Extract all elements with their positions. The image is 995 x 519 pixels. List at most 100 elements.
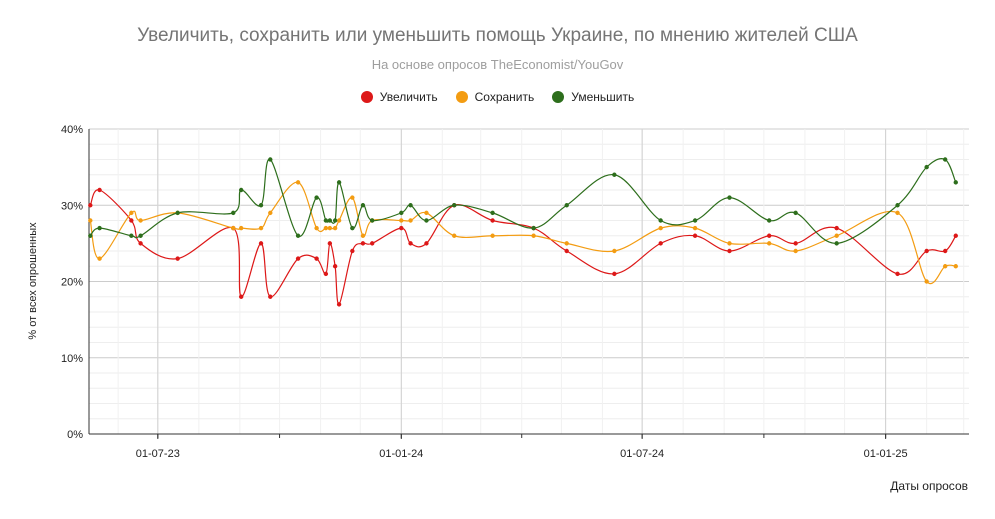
series-1-point: [129, 210, 134, 216]
series-2-point: [692, 218, 698, 223]
series-2-point: [332, 218, 338, 223]
series-2-point: [314, 195, 319, 200]
legend-marker-icon: [360, 91, 373, 103]
series-2-point: [408, 203, 413, 208]
series-line-1: [89, 181, 956, 285]
series-1-point: [138, 218, 143, 223]
series-1-point: [924, 279, 929, 284]
series-0-point: [399, 225, 404, 231]
legend: Увеличить Сохранить Уменьшить: [0, 90, 995, 104]
series-2-point: [727, 195, 732, 200]
series-1-point: [424, 210, 429, 216]
series-0-point: [727, 248, 732, 254]
series-0-point: [408, 241, 413, 246]
series-2-point: [612, 172, 617, 177]
series-0-point: [490, 218, 495, 223]
series-2-point: [942, 157, 948, 162]
y-tick-label: 30%: [61, 200, 83, 212]
series-0-point: [834, 225, 839, 231]
series-1-point: [268, 210, 273, 216]
series-0-point: [97, 187, 102, 193]
legend-marker-icon: [552, 91, 565, 103]
series-0-point: [138, 241, 143, 246]
series-2-point: [129, 233, 134, 238]
x-tick-label: 01-01-25: [864, 448, 908, 460]
series-0-point: [238, 294, 244, 299]
series-2-point: [953, 180, 958, 185]
legend-item-increase[interactable]: Увеличить: [360, 90, 438, 104]
legend-item-decrease[interactable]: Уменьшить: [552, 90, 634, 104]
series-1-point: [399, 218, 404, 223]
series-2-point: [327, 218, 333, 223]
series-0-point: [766, 233, 772, 238]
y-tick-label: 20%: [61, 277, 83, 289]
series-1-point: [336, 218, 342, 223]
series-2-point: [175, 210, 180, 216]
series-0-point: [175, 256, 180, 261]
series-0-point: [942, 248, 948, 254]
series-0-point: [129, 218, 134, 223]
series-2-point: [564, 203, 569, 208]
series-1-point: [327, 225, 333, 231]
series-1-point: [323, 225, 329, 231]
series-1-point: [834, 233, 839, 238]
series-0-point: [612, 271, 617, 277]
series-2-point: [766, 218, 772, 223]
y-tick-label: 40%: [61, 124, 83, 136]
series-0-point: [268, 294, 273, 299]
series-0-point: [658, 241, 663, 246]
series-2-point: [360, 203, 366, 208]
series-2-point: [268, 157, 273, 162]
series-0-point: [88, 203, 93, 208]
series-0-point: [692, 233, 698, 238]
series-1-point: [238, 225, 244, 231]
x-tick-label: 01-07-23: [136, 448, 180, 460]
series-2-point: [258, 203, 264, 208]
series-2-point: [399, 210, 404, 216]
series-2-point: [490, 210, 495, 216]
series-2-point: [323, 218, 329, 223]
series-0-point: [295, 256, 301, 261]
series-2-point: [658, 218, 663, 223]
series-0-point: [327, 241, 333, 246]
series-2-point: [350, 225, 355, 231]
chart-subtitle: На основе опросов TheEconomist/YouGov: [371, 57, 624, 72]
series-1-point: [953, 264, 958, 269]
series-0-point: [314, 256, 319, 261]
series-1-point: [408, 218, 413, 223]
series-1-point: [295, 180, 301, 185]
series-2-point: [531, 225, 536, 231]
legend-label: Уменьшить: [571, 90, 635, 104]
y-tick-label: 0%: [67, 429, 83, 441]
series-1-point: [452, 233, 457, 238]
series-1-point: [692, 225, 698, 231]
series-1-point: [564, 241, 569, 246]
series-1-point: [97, 256, 102, 261]
series-2-point: [793, 210, 798, 216]
legend-marker-icon: [455, 91, 468, 103]
series-2-point: [369, 218, 375, 223]
series-0-point: [424, 241, 429, 246]
x-tick-label: 01-07-24: [620, 448, 664, 460]
series-1-point: [350, 195, 355, 200]
x-axis-label: Даты опросов: [890, 479, 968, 493]
series-2-point: [97, 225, 102, 231]
series-0-point: [924, 248, 929, 254]
series-2-point: [336, 180, 342, 185]
y-axis-label: % от всех опрошенных: [27, 222, 39, 340]
series-0-point: [332, 264, 338, 269]
series-0-point: [895, 271, 900, 277]
series-0-point: [323, 271, 329, 277]
series-2-point: [231, 210, 236, 216]
series-2-point: [138, 233, 143, 238]
legend-item-keep[interactable]: Сохранить: [455, 90, 535, 104]
series-2-point: [924, 164, 929, 170]
series-0-point: [350, 248, 355, 254]
series-1-point: [942, 264, 948, 269]
series-0-point: [360, 241, 366, 246]
series-line-0: [89, 189, 957, 305]
series-1-point: [314, 225, 319, 231]
legend-label: Сохранить: [474, 90, 535, 104]
series-1-point: [231, 225, 236, 231]
